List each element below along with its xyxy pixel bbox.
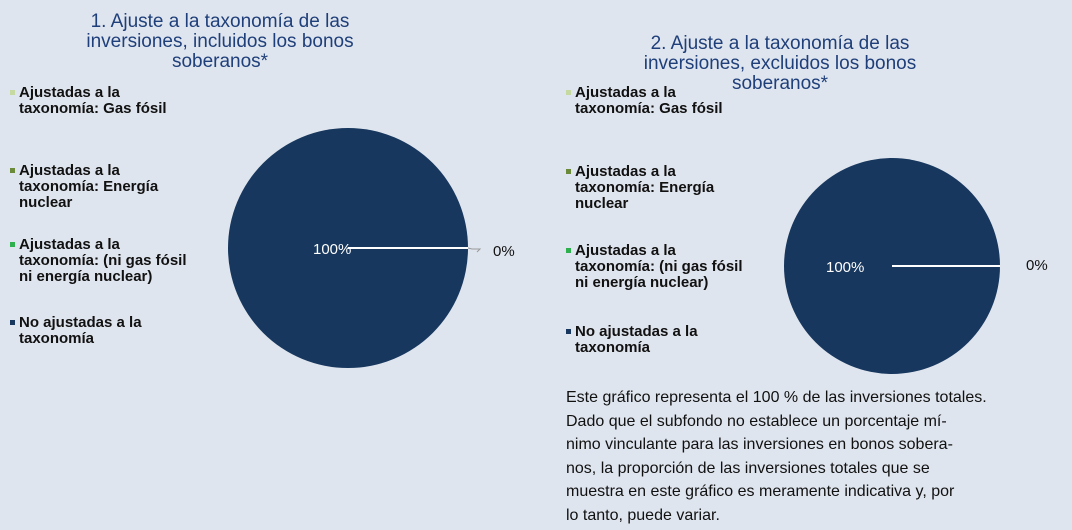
legend-swatch	[10, 320, 15, 325]
legend-item: Ajustadas a la taxonomía: Gas fósil	[566, 85, 745, 117]
legend-item: Ajustadas a la taxonomía: Energía nuclea…	[566, 164, 745, 212]
data-label: 100%	[826, 259, 864, 276]
footnote-line: lo tanto, puede variar.	[566, 506, 720, 524]
leader-line	[467, 247, 482, 253]
footnote-line: nimo vinculante para las inversiones en …	[566, 436, 953, 453]
data-label: 100%	[313, 241, 351, 258]
legend-item: Ajustadas a la taxonomía: (ni gas fósil …	[10, 237, 189, 285]
chart-title: 1. Ajuste a la taxonomía de las inversio…	[86, 11, 354, 72]
legend-swatch	[566, 248, 571, 253]
legend-swatch	[10, 90, 15, 95]
data-label: 0%	[1026, 257, 1048, 274]
legend-item: Ajustadas a la taxonomía: Energía nuclea…	[10, 163, 189, 211]
legend-item: No ajustadas a la taxonomía	[566, 324, 745, 356]
data-label: 0%	[493, 243, 515, 260]
legend-swatch	[566, 90, 571, 95]
legend-swatch	[10, 168, 15, 173]
legend-swatch	[10, 242, 15, 247]
legend-item: Ajustadas a la taxonomía: (ni gas fósil …	[566, 243, 745, 291]
footnote-line: Dado que el subfondo no establece un por…	[566, 412, 947, 430]
legend-swatch	[566, 169, 571, 174]
footnote-line: nos, la proporción de las inversiones to…	[566, 459, 930, 477]
footnote-line: Este gráfico representa el 100 % de las …	[566, 389, 987, 406]
chart-title: 2. Ajuste a la taxonomía de las inversio…	[643, 33, 917, 94]
legend-item: Ajustadas a la taxonomía: Gas fósil	[10, 85, 189, 117]
footnote: Este gráfico representa el 100 % de las …	[566, 386, 987, 527]
legend-item: No ajustadas a la taxonomía	[10, 315, 189, 347]
footnote-line: muestra en este gráfico es meramente ind…	[566, 483, 955, 500]
legend-swatch	[566, 329, 571, 334]
